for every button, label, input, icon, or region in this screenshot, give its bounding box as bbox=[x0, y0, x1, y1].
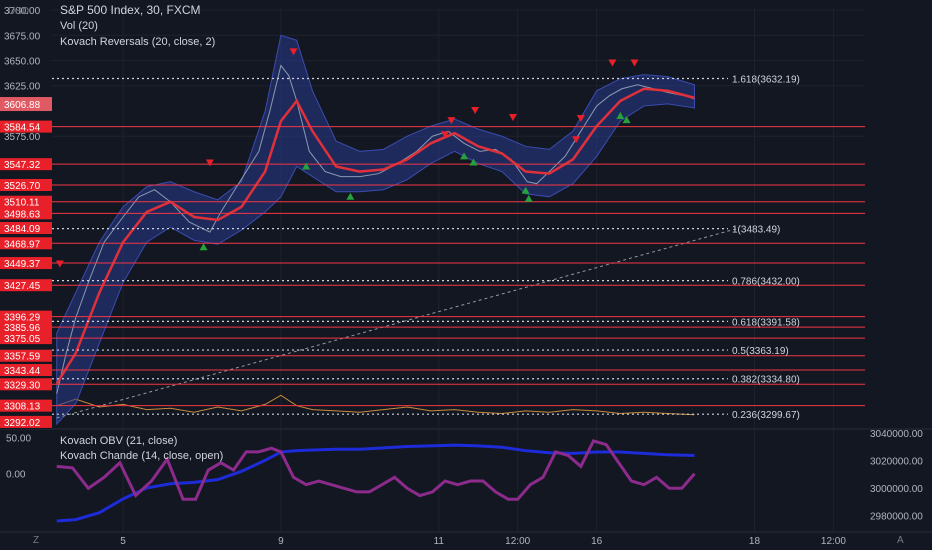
level-price-badge bbox=[0, 222, 52, 235]
level-price-badge bbox=[0, 207, 52, 220]
level-price-badge-label: 3484.09 bbox=[4, 224, 41, 235]
level-price-badge bbox=[0, 237, 52, 250]
obv-indicator-label[interactable]: Kovach OBV (21, close) bbox=[60, 435, 178, 447]
sell-signal-marker bbox=[471, 106, 480, 114]
level-price-badge-label: 3357.59 bbox=[4, 352, 41, 363]
buy-signal-marker bbox=[616, 112, 625, 120]
level-price-badge bbox=[0, 195, 52, 208]
level-price-badge bbox=[0, 120, 52, 133]
price-axis-tick-label: 3700.00 bbox=[4, 6, 41, 17]
level-price-badge bbox=[0, 257, 52, 270]
level-price-badge-label: 3343.44 bbox=[4, 366, 41, 377]
sell-signal-marker bbox=[572, 136, 581, 144]
buy-signal-marker bbox=[524, 194, 533, 202]
volume-indicator-label[interactable]: Vol (20) bbox=[60, 20, 98, 32]
timezone-button[interactable]: Z bbox=[33, 535, 40, 546]
buy-signal-marker bbox=[460, 152, 469, 160]
level-price-badge bbox=[0, 332, 52, 345]
volume-line bbox=[56, 394, 695, 416]
level-price-badge-label: 3329.30 bbox=[4, 380, 41, 391]
auto-scale-button[interactable]: A bbox=[897, 535, 904, 546]
buy-signal-marker bbox=[302, 162, 311, 170]
oscillator-axis-tick-label: 50.00 bbox=[6, 433, 31, 444]
chande-line bbox=[56, 439, 696, 501]
level-price-badge bbox=[0, 321, 52, 334]
level-price-badge-label: 3292.02 bbox=[4, 418, 41, 429]
level-price-badge bbox=[0, 364, 52, 377]
obv-axis-tick-label: 3020000.00 bbox=[870, 456, 923, 467]
level-price-badge-label: 3468.97 bbox=[4, 239, 41, 250]
obv-line bbox=[56, 443, 695, 523]
level-price-badge-label: 3308.13 bbox=[4, 402, 41, 413]
fib-level-label: 0.786(3432.00) bbox=[732, 277, 800, 288]
level-price-badge-label: 3584.54 bbox=[4, 123, 41, 134]
time-axis-tick-label: 11 bbox=[434, 536, 445, 547]
buy-signal-marker bbox=[199, 243, 208, 251]
obv-axis-tick-label: 2980000.00 bbox=[870, 511, 923, 522]
price-axis-tick-label: 3575.00 bbox=[4, 132, 41, 143]
moving-average-line bbox=[55, 87, 695, 385]
time-axis-tick-label: 18 bbox=[749, 536, 761, 547]
price-axis-tick-label: 3675.00 bbox=[4, 31, 41, 42]
level-price-badge bbox=[0, 310, 52, 323]
level-price-badge bbox=[0, 158, 52, 171]
obv-axis-tick-label: 3000000.00 bbox=[870, 484, 923, 495]
sell-signal-marker bbox=[576, 115, 585, 123]
level-price-badge bbox=[0, 378, 52, 391]
time-axis-tick-label: 12:00 bbox=[821, 536, 846, 547]
level-price-badge-label: 3427.45 bbox=[4, 281, 41, 292]
level-price-badge-label: 3498.63 bbox=[4, 209, 41, 220]
level-price-badge-label: 3396.29 bbox=[4, 313, 41, 324]
buy-signal-marker bbox=[346, 192, 355, 200]
buy-signal-marker bbox=[622, 116, 631, 124]
price-axis-tick-label: 3625.00 bbox=[4, 82, 41, 93]
level-price-badge-label: 3510.11 bbox=[4, 198, 40, 209]
time-axis-tick-label: 16 bbox=[591, 536, 603, 547]
kovach-band bbox=[56, 34, 696, 426]
currency-label: USD bbox=[8, 6, 30, 17]
price-axis-tick-label: 3650.00 bbox=[4, 57, 41, 68]
level-price-badge bbox=[0, 399, 52, 412]
level-price-badge-label: 3449.37 bbox=[4, 259, 41, 270]
buy-signal-marker bbox=[521, 186, 530, 194]
sell-signal-marker bbox=[205, 159, 214, 167]
sell-signal-marker bbox=[447, 117, 456, 125]
time-axis-tick-label: 9 bbox=[278, 536, 284, 547]
fib-level-label: 0.382(3334.80) bbox=[732, 375, 800, 386]
level-price-badge bbox=[0, 178, 52, 191]
time-axis-tick-label: 5 bbox=[120, 536, 126, 547]
level-price-badge-label: 3526.70 bbox=[4, 181, 41, 192]
fib-level-label: 0.618(3391.58) bbox=[732, 317, 800, 328]
price-line bbox=[56, 64, 695, 394]
sell-signal-marker bbox=[608, 59, 617, 67]
sell-signal-marker bbox=[289, 48, 298, 56]
trend-line bbox=[56, 227, 739, 419]
sell-signal-marker bbox=[508, 114, 517, 122]
sell-signal-marker bbox=[630, 59, 639, 67]
level-price-badge bbox=[0, 279, 52, 292]
reversals-indicator-label[interactable]: Kovach Reversals (20, close, 2) bbox=[60, 36, 216, 48]
buy-signal-marker bbox=[469, 158, 478, 166]
fib-level-label: 1(3483.49) bbox=[732, 225, 780, 236]
time-axis-tick-label: 12:00 bbox=[505, 536, 530, 547]
sell-signal-marker bbox=[441, 131, 450, 139]
fib-level-label: 0.236(3299.67) bbox=[732, 410, 800, 421]
chart-title: S&P 500 Index, 30, FXCM bbox=[60, 3, 201, 17]
level-price-badge-label: 3375.05 bbox=[4, 334, 41, 345]
level-price-badge-label: 3547.32 bbox=[4, 160, 41, 171]
level-price-badge bbox=[0, 415, 52, 428]
oscillator-axis-tick-label: 0.00 bbox=[6, 470, 26, 481]
sell-signal-marker bbox=[55, 260, 64, 268]
obv-axis-tick-label: 3040000.00 bbox=[870, 429, 923, 440]
fib-level-label: 1.618(3632.19) bbox=[732, 74, 800, 85]
level-price-badge bbox=[0, 349, 52, 362]
current-price-badge-label: 3606.88 bbox=[4, 100, 41, 111]
chande-indicator-label[interactable]: Kovach Chande (14, close, open) bbox=[60, 450, 224, 462]
level-price-badge-label: 3385.96 bbox=[4, 323, 41, 334]
current-price-badge bbox=[0, 97, 52, 112]
fib-level-label: 0.5(3363.19) bbox=[732, 346, 789, 357]
